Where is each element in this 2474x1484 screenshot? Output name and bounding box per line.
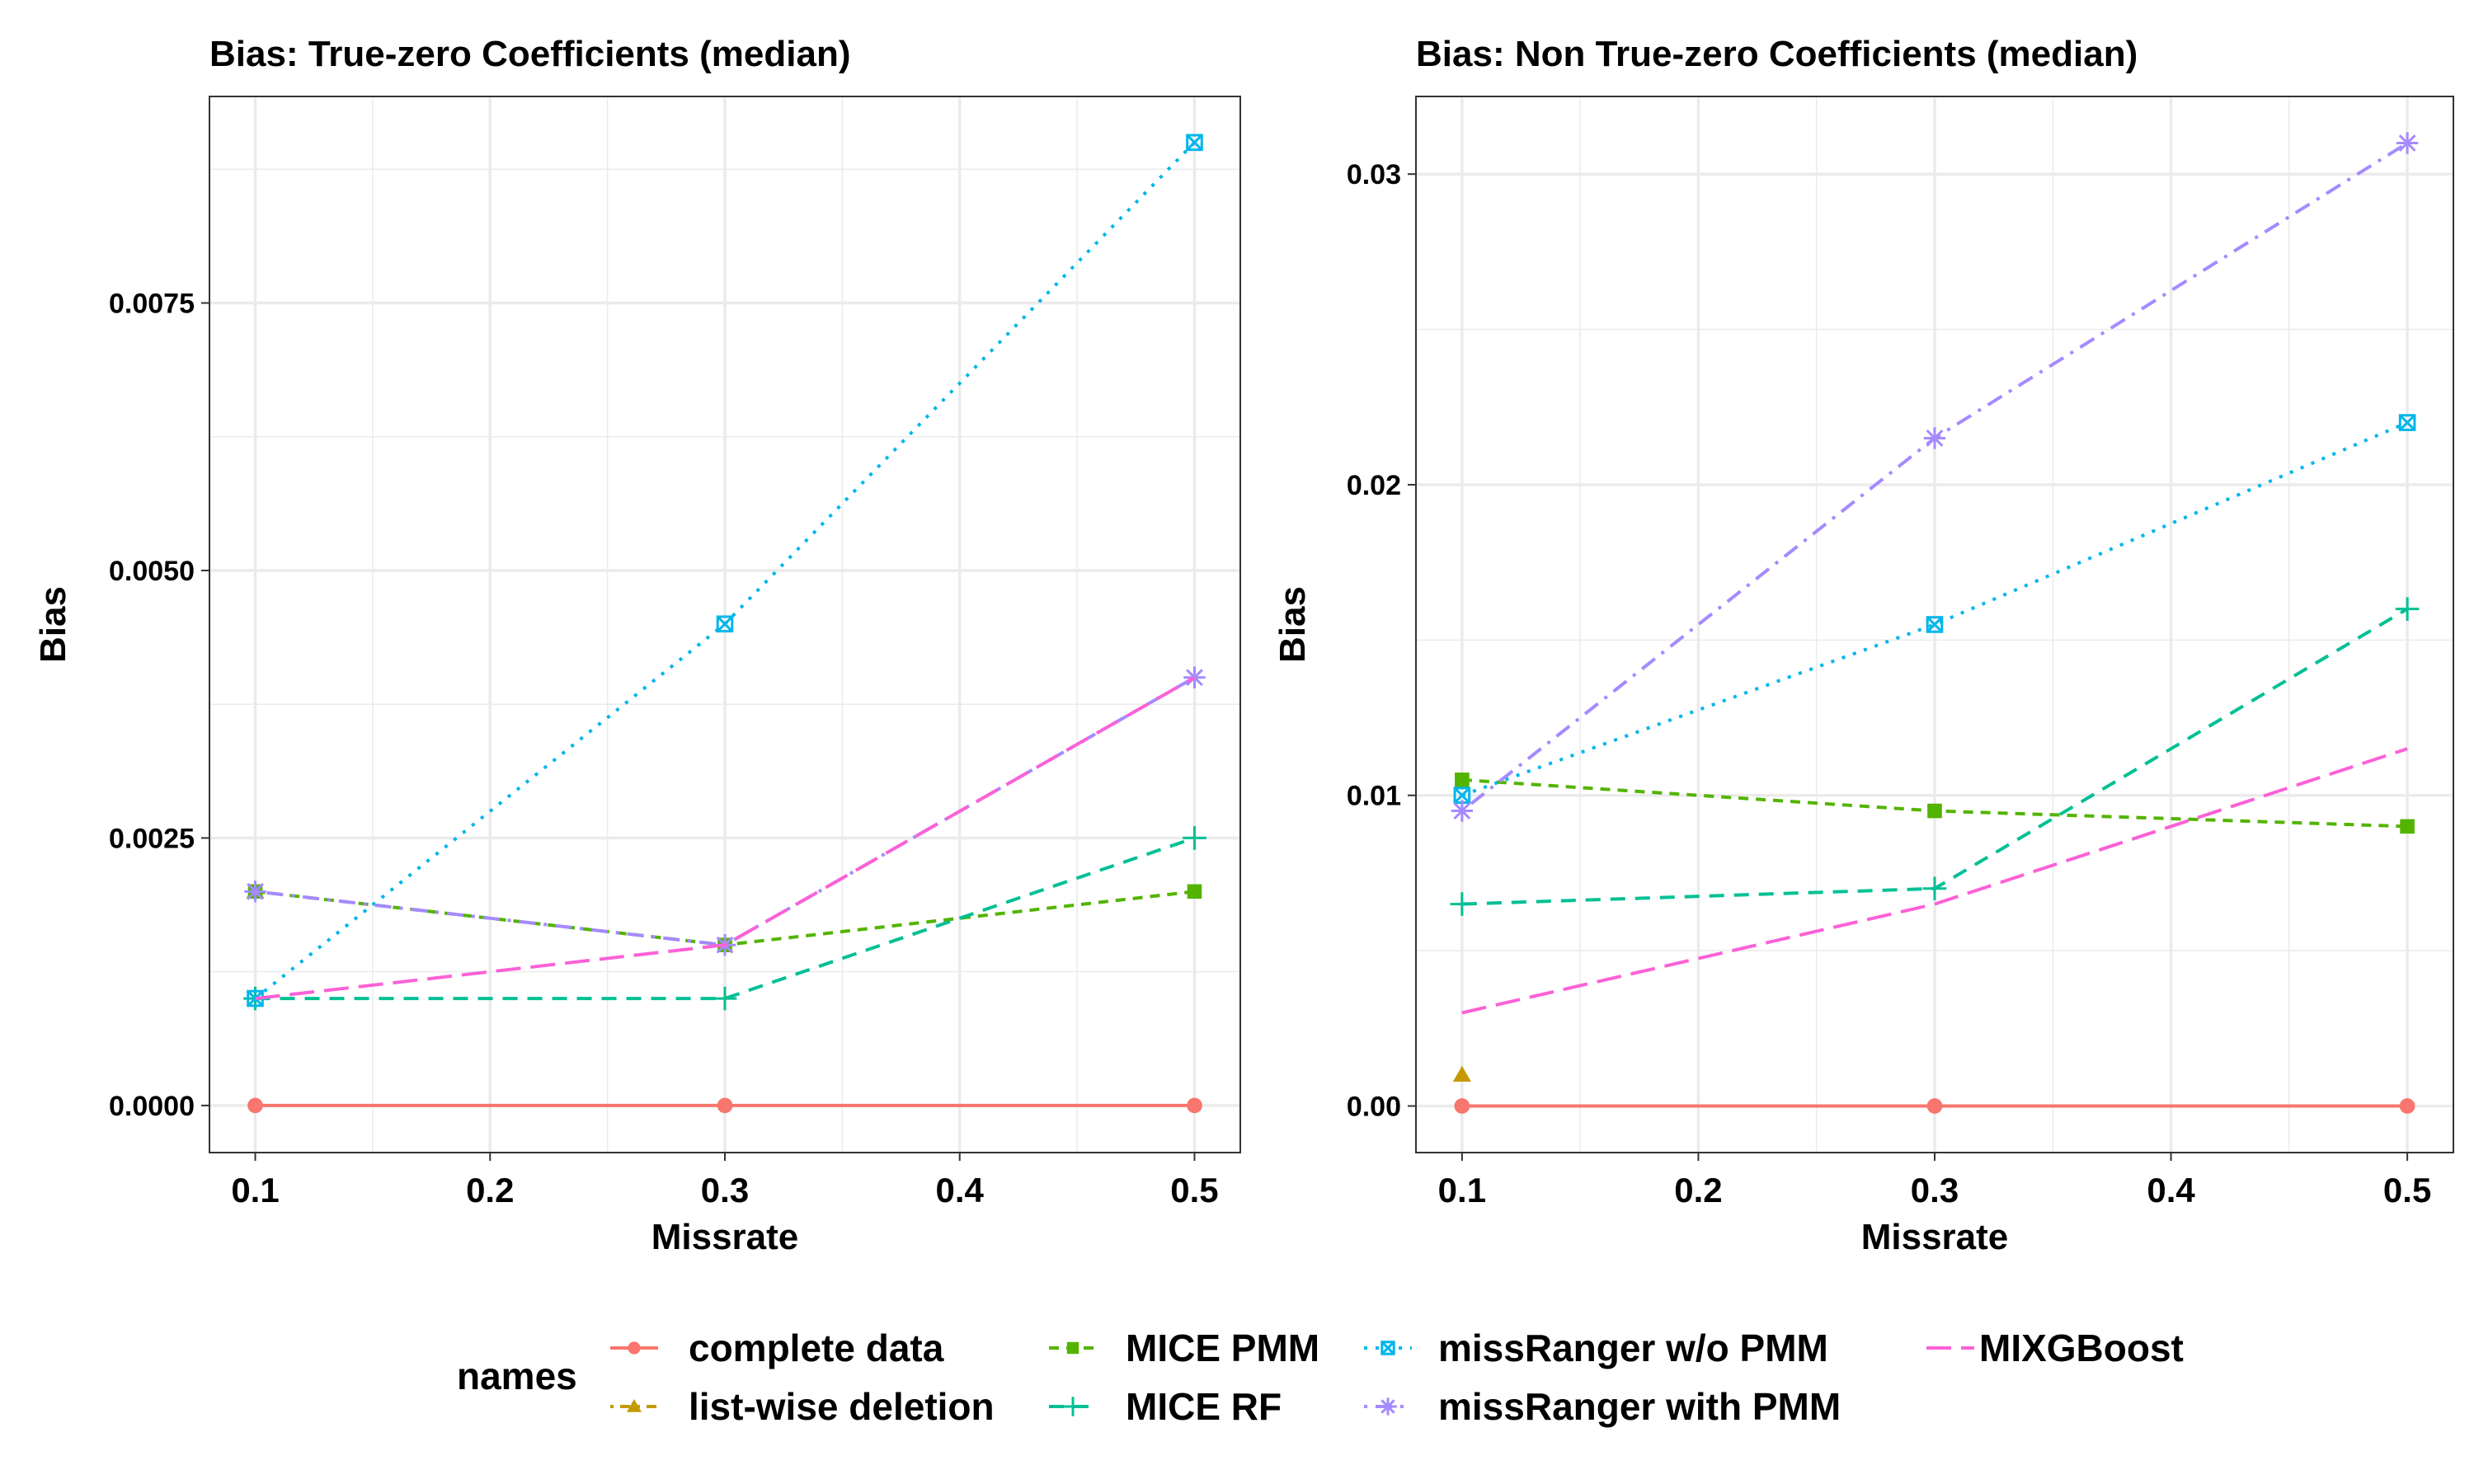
series-list-wise-deletion	[1452, 1065, 1471, 1082]
x-axis-title: Missrate	[1861, 1217, 2009, 1257]
point-marker	[1455, 773, 1470, 787]
series-missranger-w-o-pmm	[1453, 414, 2416, 805]
point-marker	[1453, 787, 1471, 805]
legend-title: names	[457, 1355, 577, 1397]
legend-label: missRanger w/o PMM	[1438, 1327, 1828, 1369]
x-tick-label: 0.5	[2383, 1171, 2431, 1209]
point-marker	[716, 615, 734, 633]
point-marker	[1922, 876, 1947, 901]
y-axis-title: Bias	[33, 586, 73, 663]
point-marker	[628, 1341, 641, 1355]
y-tick-label: 0.0075	[109, 288, 195, 319]
x-axis-title: Missrate	[651, 1217, 799, 1257]
series-mixgboost	[1461, 747, 2408, 1015]
x-tick-label: 0.2	[466, 1171, 514, 1209]
point-marker	[1183, 826, 1206, 850]
x-tick-label: 0.4	[2147, 1171, 2195, 1209]
legend-item-missranger-w-o-pmm: missRanger w/o PMM	[1364, 1327, 1828, 1369]
point-marker	[2398, 414, 2416, 431]
point-marker	[1926, 1098, 1943, 1114]
point-marker	[1454, 1098, 1470, 1114]
point-marker	[1186, 134, 1203, 152]
panel-border	[1415, 96, 2454, 1153]
point-marker	[2400, 819, 2415, 834]
point-marker	[2395, 597, 2420, 621]
x-tick-label: 0.3	[1911, 1171, 1959, 1209]
point-marker	[1450, 892, 1475, 916]
point-marker	[2399, 1098, 2415, 1114]
point-marker	[1379, 1397, 1397, 1416]
x-tick-label: 0.2	[1674, 1171, 1722, 1209]
x-tick-label: 0.1	[231, 1171, 279, 1209]
point-marker	[2396, 132, 2419, 154]
y-tick-label: 0.00	[1347, 1091, 1401, 1122]
point-marker	[627, 1399, 642, 1412]
point-marker	[1927, 803, 1942, 819]
series-missranger-w-o-pmm	[247, 134, 1203, 1007]
x-tick-label: 0.3	[701, 1171, 749, 1209]
legend-label: MIXGBoost	[1979, 1327, 2184, 1369]
point-marker	[713, 986, 737, 1011]
point-marker	[1451, 800, 1474, 822]
legend-label: missRanger with PMM	[1438, 1385, 1841, 1428]
series-complete-data	[1454, 1098, 2415, 1114]
y-axis-title: Bias	[1272, 586, 1313, 663]
chart-title: Bias: True-zero Coefficients (median)	[209, 34, 850, 74]
legend-item-mice-pmm: MICE PMM	[1049, 1327, 1319, 1369]
legend-item-missranger-with-pmm: missRanger with PMM	[1364, 1385, 1841, 1428]
x-tick-label: 0.4	[936, 1171, 985, 1209]
legend: names complete data list-wise deletion MIC…	[457, 1327, 2184, 1428]
series-line	[1461, 420, 2408, 797]
y-tick-label: 0.0050	[109, 556, 195, 587]
point-marker	[1063, 1397, 1083, 1416]
point-marker	[1923, 427, 1946, 449]
legend-label: MICE PMM	[1126, 1327, 1319, 1369]
y-tick-label: 0.0025	[109, 823, 195, 854]
point-marker	[1066, 1341, 1079, 1355]
series-line	[255, 676, 1196, 1001]
x-tick-label: 0.5	[1170, 1171, 1218, 1209]
legend-label: MICE RF	[1126, 1385, 1282, 1428]
y-tick-label: 0.0000	[109, 1091, 195, 1122]
chart-panel-2: 0.1 0.2 0.3 0.4 0.5 0.00 0.01 0.02 0.03 Bias: Non…	[1272, 34, 2454, 1257]
point-marker	[1926, 616, 1944, 633]
point-marker	[247, 989, 264, 1007]
legend-label: complete data	[689, 1327, 944, 1369]
legend-item-mice-rf: MICE RF	[1049, 1385, 1282, 1428]
chart-title: Bias: Non True-zero Coefficients (median…	[1416, 34, 2138, 74]
point-marker	[247, 1097, 263, 1114]
point-marker	[1452, 1065, 1471, 1082]
y-tick-label: 0.02	[1347, 470, 1401, 501]
legend-item-mixgboost: MIXGBoost	[1926, 1327, 2184, 1369]
series-mice-pmm	[1455, 773, 2415, 834]
legend-item-list-wise-deletion: list-wise deletion	[610, 1385, 995, 1428]
series-line	[1461, 747, 2408, 1015]
series-missranger-with-pmm	[1451, 132, 2419, 822]
series-line	[255, 836, 1196, 1001]
series-mixgboost	[255, 676, 1196, 1001]
panel-border	[209, 96, 1241, 1153]
series-mice-rf	[1450, 597, 2420, 916]
y-tick-label: 0.01	[1347, 781, 1401, 812]
chart-panel-1: 0.1 0.2 0.3 0.4 0.5 0.0000 0.0025 0.0050 0.0075 B…	[33, 34, 1241, 1257]
series-complete-data	[247, 1097, 1202, 1114]
legend-label: list-wise deletion	[689, 1385, 995, 1428]
point-marker	[717, 1097, 733, 1114]
x-tick-label: 0.1	[1438, 1171, 1486, 1209]
point-marker	[1187, 884, 1202, 899]
y-tick-label: 0.03	[1347, 159, 1401, 190]
legend-item-complete-data: complete data	[610, 1327, 944, 1369]
point-marker	[1380, 1341, 1395, 1355]
point-marker	[244, 881, 266, 903]
point-marker	[1187, 1097, 1202, 1114]
point-marker	[1183, 666, 1206, 688]
